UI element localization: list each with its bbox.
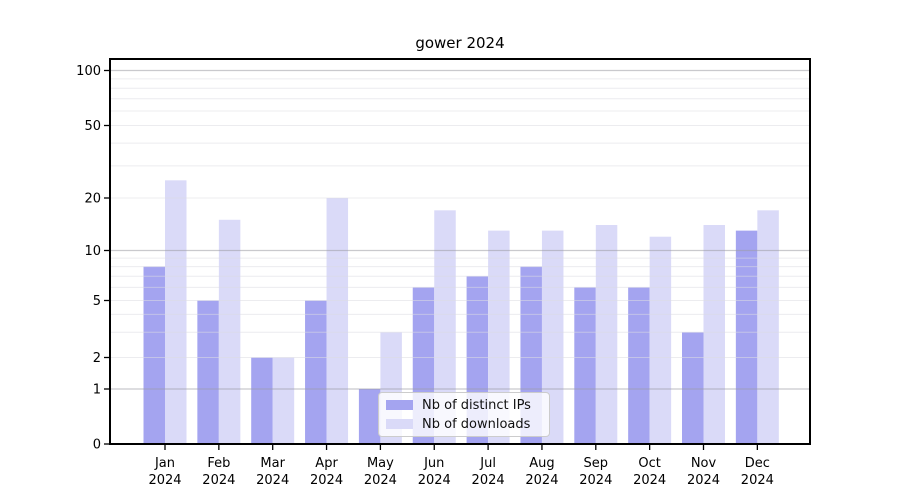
bar-downloads-mar	[272, 357, 295, 444]
bar-distinct-ips-nov	[682, 332, 704, 444]
y-axis-tick-label: 10	[84, 244, 101, 259]
bar-distinct-ips-apr	[305, 300, 327, 444]
x-axis-tick-label: Nov 2024	[687, 456, 720, 488]
bar-downloads-oct	[649, 236, 672, 444]
legend-swatch-downloads	[386, 419, 413, 429]
legend-label-distinct-ips: Nb of distinct IPs	[422, 397, 531, 413]
bar-distinct-ips-oct	[628, 287, 650, 444]
legend-item-downloads: Nb of downloads	[386, 417, 549, 432]
x-axis-tick-label: Apr 2024	[310, 456, 343, 488]
x-axis-tick-label: Oct 2024	[633, 456, 666, 488]
y-axis-tick-label: 50	[84, 119, 101, 134]
y-axis-tick-label: 100	[76, 64, 101, 79]
bar-distinct-ips-jan	[143, 266, 165, 444]
y-axis-tick-label: 0	[93, 438, 101, 453]
gridlines	[111, 69, 809, 390]
y-axis-tick-label: 2	[93, 351, 101, 366]
x-axis-tick-label: Dec 2024	[741, 456, 774, 488]
bar-distinct-ips-mar	[251, 357, 273, 444]
x-axis-tick-label: Mar 2024	[256, 456, 289, 488]
x-axis-tick-label: Jan 2024	[148, 456, 181, 488]
chart-title: gower 2024	[415, 34, 505, 52]
x-axis-tick-label: Jun 2024	[418, 456, 451, 488]
bar-downloads-apr	[326, 198, 349, 444]
legend-item-distinct-ips: Nb of distinct IPs	[386, 398, 549, 413]
bar-downloads-dec	[757, 210, 779, 444]
x-axis: Jan 2024 Feb 2024 Mar 2024 Apr 2024 May 2024 Jun 20…	[148, 444, 774, 488]
legend: Nb of distinct IPs Nb of downloads	[378, 392, 550, 437]
bar-downloads-aug	[541, 230, 564, 444]
x-axis-tick-label: May 2024	[364, 456, 397, 488]
bar-downloads-jan	[165, 180, 187, 444]
y-axis-tick-label: 5	[93, 294, 101, 309]
x-axis-tick-label: Feb 2024	[202, 456, 235, 488]
legend-swatch-distinct-ips	[386, 400, 413, 410]
x-axis-tick-label: Jul 2024	[472, 456, 505, 488]
plot-border	[109, 58, 811, 445]
legend-label-downloads: Nb of downloads	[422, 416, 531, 432]
y-axis-tick-label: 20	[84, 192, 101, 207]
bar-distinct-ips-may	[358, 389, 381, 444]
bar-distinct-ips-feb	[197, 300, 219, 444]
x-axis-tick-label: Aug 2024	[525, 456, 558, 488]
bar-distinct-ips-dec	[735, 230, 758, 444]
bar-downloads-jul	[488, 230, 510, 444]
y-axis-tick-label: 1	[93, 383, 101, 398]
x-axis-tick-label: Sep 2024	[579, 456, 612, 488]
bar-downloads-jun	[434, 210, 456, 444]
bar-distinct-ips-sep	[574, 287, 596, 444]
